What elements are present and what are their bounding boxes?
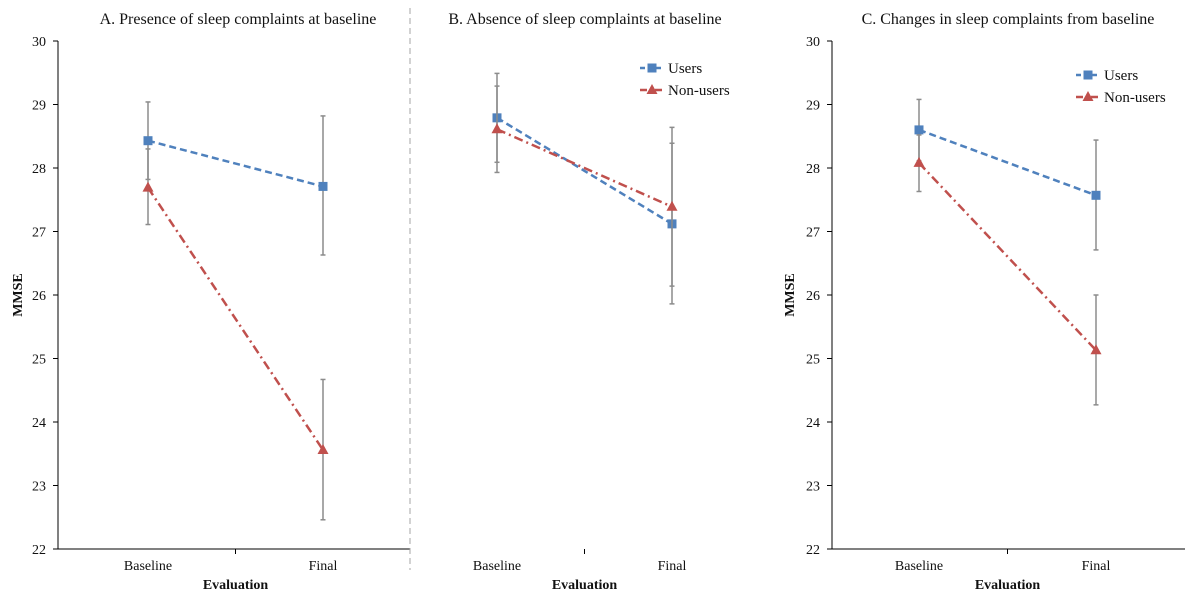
data-point-marker [143, 136, 153, 146]
y-tick-label: 30 [32, 35, 46, 50]
y-tick-label: 24 [32, 416, 46, 431]
chart-title: C. Changes in sleep complaints from base… [862, 11, 1155, 28]
series-line [918, 128, 1097, 197]
series-line [496, 128, 673, 208]
series-line [147, 139, 324, 188]
y-tick-label: 28 [32, 162, 46, 177]
chart-panel: B. Absence of sleep complaints at baseli… [448, 11, 730, 593]
series-line [496, 116, 673, 225]
data-point-marker [1090, 344, 1102, 355]
y-tick-label: 23 [806, 480, 820, 495]
y-tick-label: 24 [806, 416, 820, 431]
y-tick-label: 29 [806, 99, 820, 114]
data-point-marker [914, 125, 924, 135]
legend-marker [1082, 91, 1094, 101]
x-tick-label: Final [309, 559, 338, 574]
x-axis-title: Evaluation [203, 578, 269, 593]
legend: Users Non-users [640, 61, 730, 99]
y-tick-label: 28 [806, 162, 820, 177]
y-axis-title: MMSE [783, 273, 798, 317]
legend: Users Non-users [1076, 68, 1166, 106]
chart-panel: C. Changes in sleep complaints from base… [783, 11, 1185, 593]
data-point-marker [1091, 190, 1101, 200]
legend-marker [1083, 70, 1093, 80]
y-tick-label: 23 [32, 480, 46, 495]
y-tick-label: 22 [806, 543, 820, 558]
data-point-marker [318, 181, 328, 191]
series-line [918, 162, 1097, 352]
data-point-marker [142, 181, 154, 192]
y-tick-label: 22 [32, 543, 46, 558]
legend-marker [647, 63, 657, 73]
x-tick-label: Baseline [124, 559, 172, 574]
chart-title: B. Absence of sleep complaints at baseli… [448, 11, 721, 28]
x-axis-title: Evaluation [975, 578, 1041, 593]
y-tick-label: 27 [806, 226, 820, 241]
y-tick-label: 30 [806, 35, 820, 50]
y-axis-title: MMSE [11, 273, 26, 317]
y-tick-label: 29 [32, 99, 46, 114]
x-axis-title: Evaluation [552, 578, 618, 593]
legend-label: Non-users [1104, 90, 1166, 106]
legend-marker [646, 84, 658, 94]
legend-label: Users [668, 61, 702, 77]
y-tick-label: 26 [806, 289, 820, 304]
legend-label: Non-users [668, 83, 730, 99]
y-tick-label: 25 [32, 353, 46, 368]
x-tick-label: Final [658, 559, 687, 574]
series-line [146, 186, 325, 451]
chart-title: A. Presence of sleep complaints at basel… [100, 11, 377, 28]
chart-panel: A. Presence of sleep complaints at basel… [11, 11, 410, 593]
y-tick-label: 25 [806, 353, 820, 368]
data-point-marker [491, 123, 503, 134]
x-tick-label: Baseline [473, 559, 521, 574]
y-tick-label: 27 [32, 226, 46, 241]
y-tick-label: 26 [32, 289, 46, 304]
x-tick-label: Final [1082, 559, 1111, 574]
x-tick-label: Baseline [895, 559, 943, 574]
data-point-marker [666, 200, 678, 211]
data-point-marker [913, 156, 925, 167]
legend-label: Users [1104, 68, 1138, 84]
data-point-marker [317, 443, 329, 454]
